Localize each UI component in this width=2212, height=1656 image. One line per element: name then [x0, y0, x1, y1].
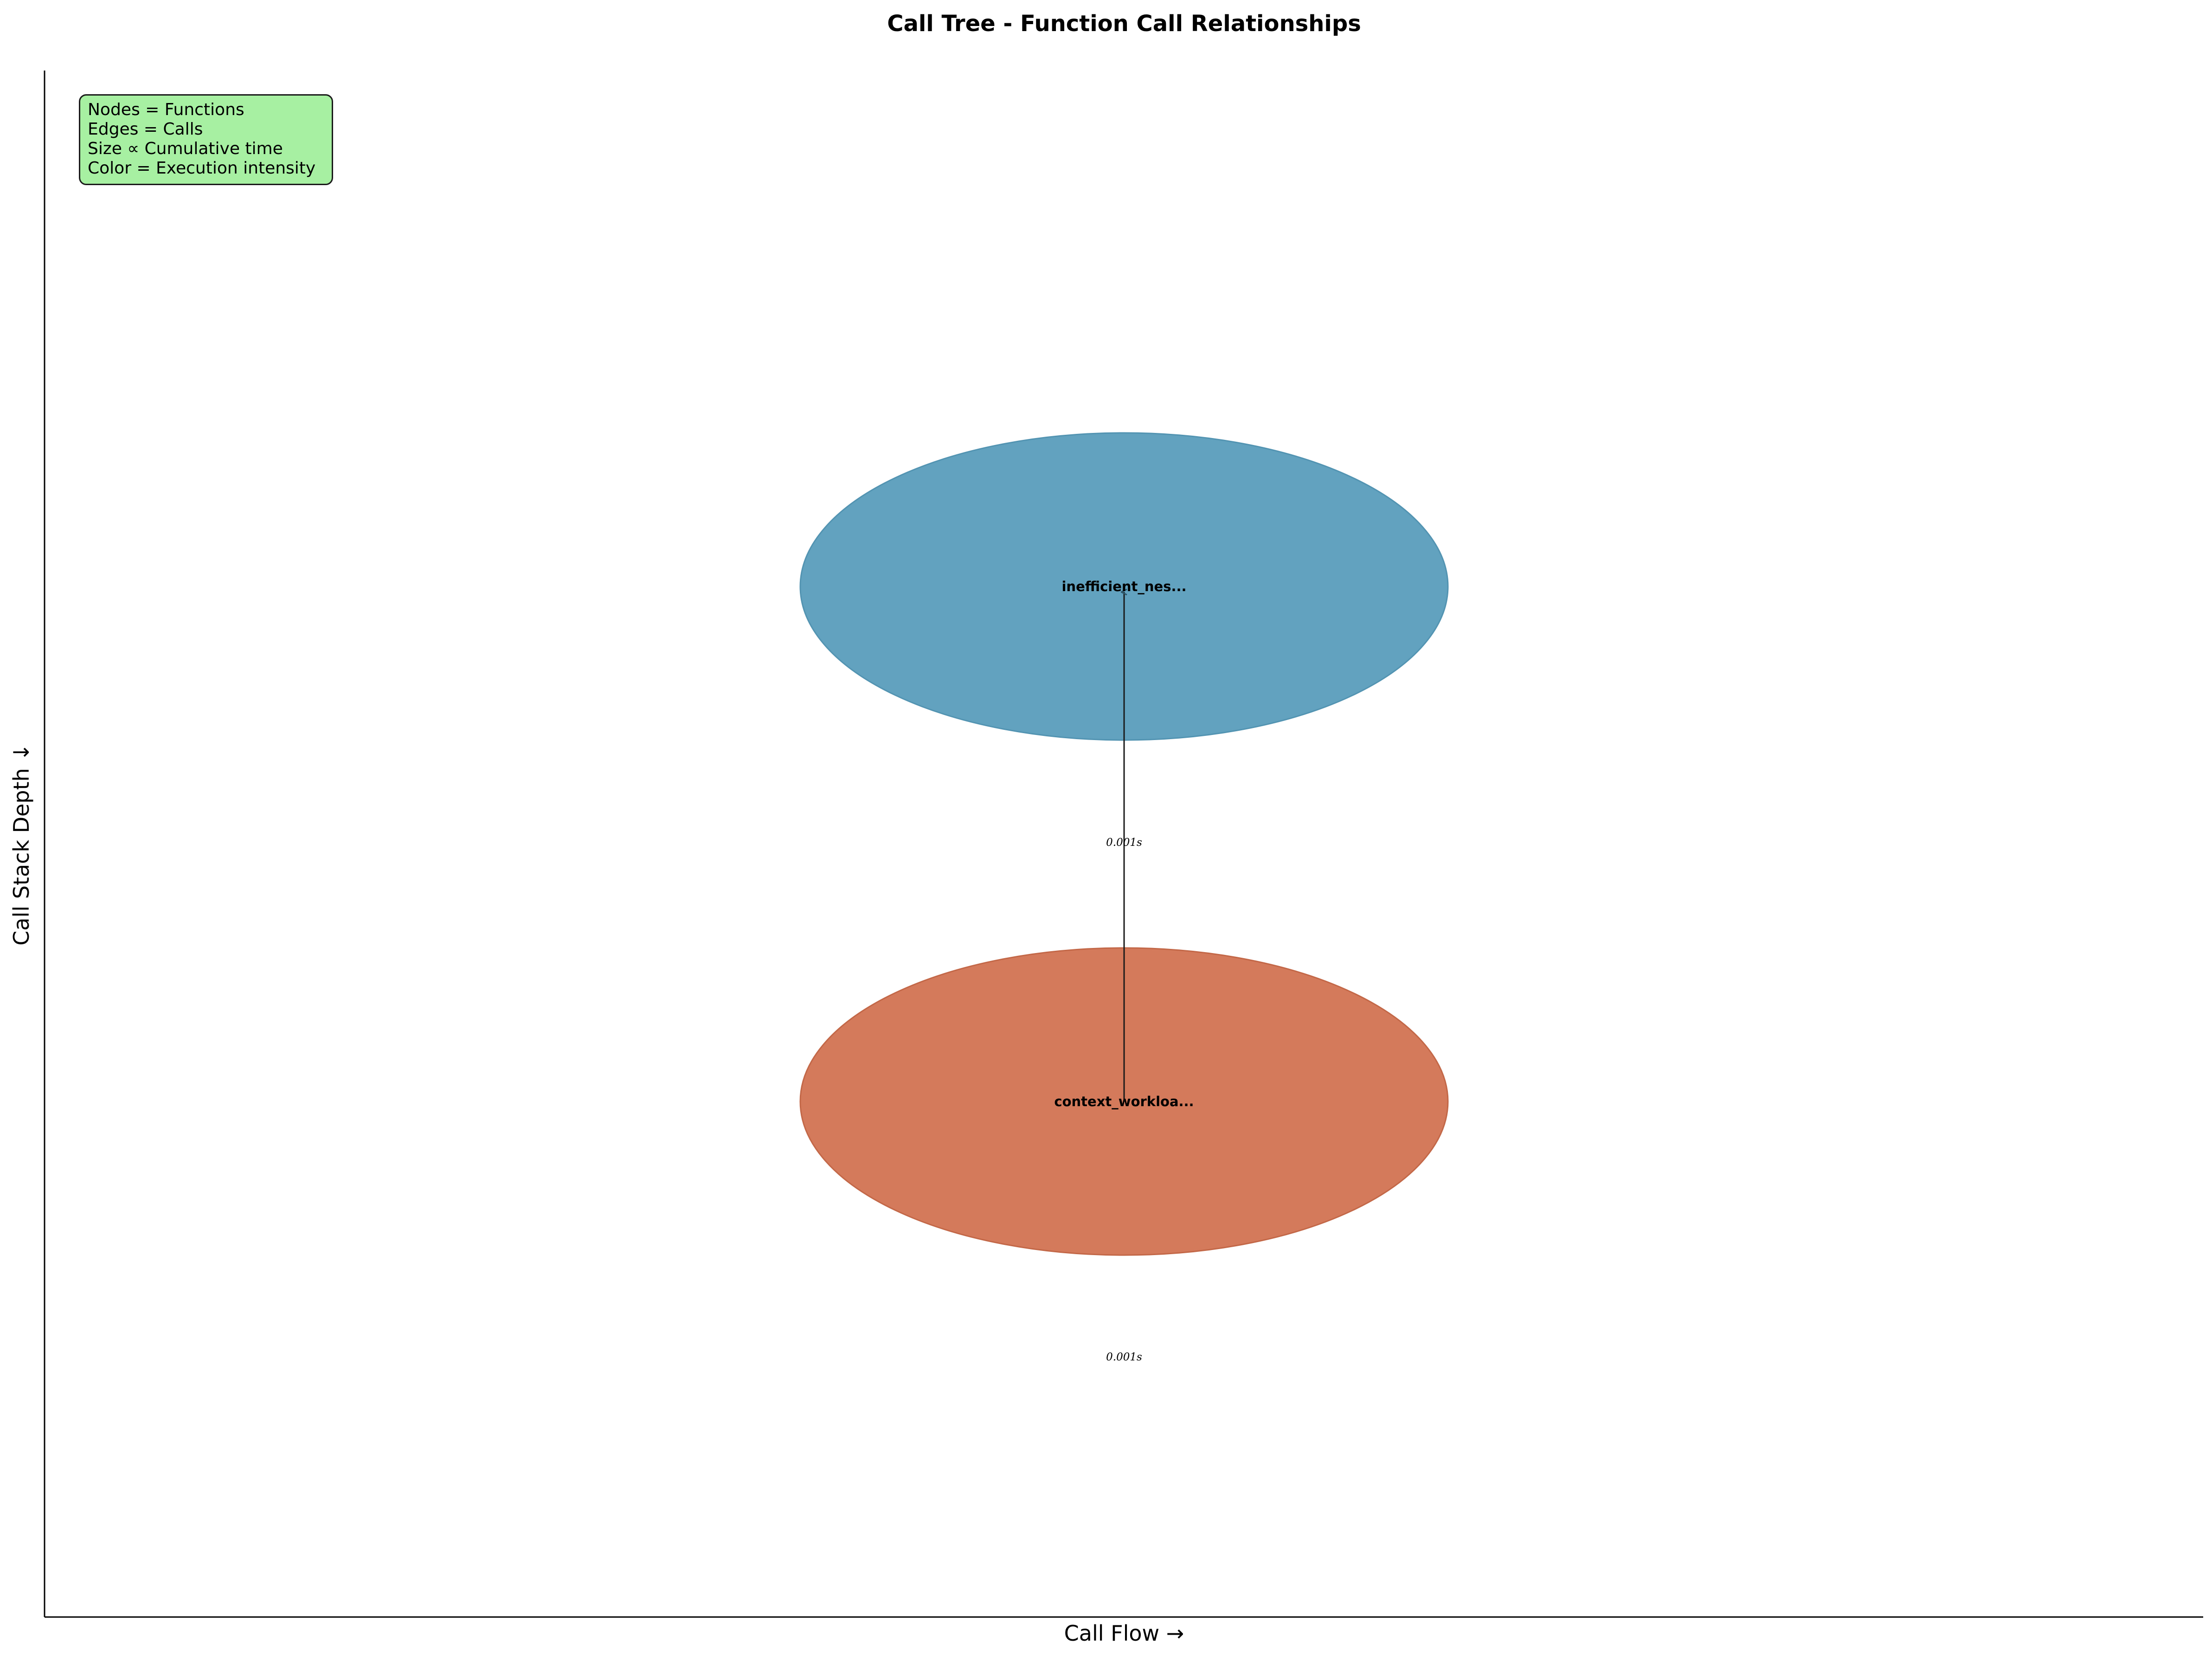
node-context-time: 0.001s: [1106, 1351, 1142, 1363]
node-context-label: context_workloa...: [1054, 1094, 1194, 1109]
legend-item-color: Color = Execution intensity: [88, 159, 316, 178]
legend-item-size: Size ∝ Cumulative time: [88, 139, 283, 158]
legend-item-nodes: Nodes = Functions: [88, 100, 244, 119]
node-inefficient-label: inefficient_nes...: [1061, 579, 1186, 594]
legend-box: Nodes = Functions Edges = Calls Size ∝ C…: [79, 94, 333, 185]
diagram-title: Call Tree - Function Call Relationships: [887, 11, 1361, 37]
y-axis-label: Call Stack Depth ↓: [9, 743, 34, 946]
x-axis-label: Call Flow →: [1064, 1621, 1184, 1646]
legend-item-edges: Edges = Calls: [88, 120, 203, 139]
node-inefficient-time: 0.001s: [1106, 837, 1142, 849]
